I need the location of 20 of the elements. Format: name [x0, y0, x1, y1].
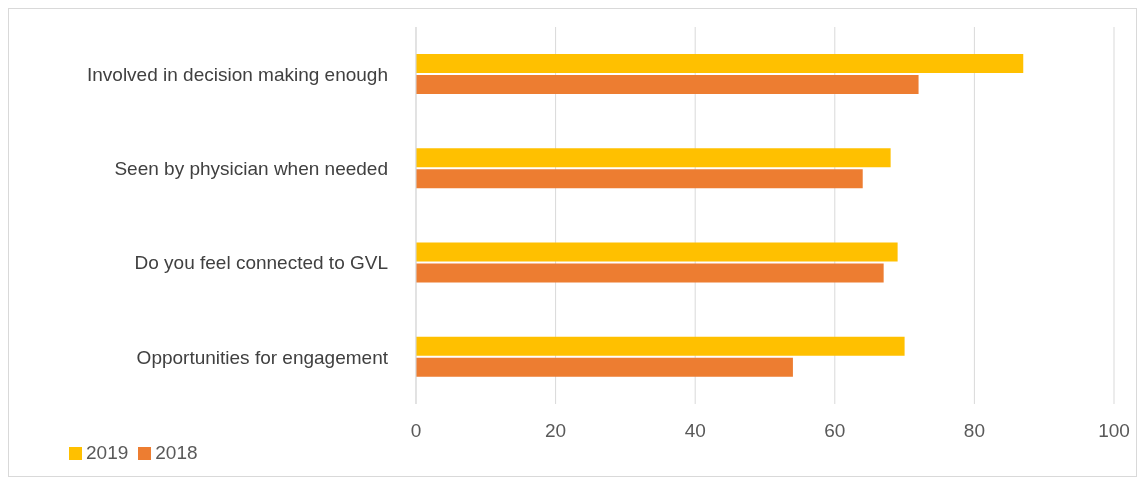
- y-tick-label: Involved in decision making enough: [86, 63, 388, 85]
- x-tick-label: 20: [545, 420, 567, 442]
- x-tick-label: 0: [410, 420, 422, 442]
- bar: [416, 357, 793, 377]
- bar: [416, 54, 1024, 73]
- bar: [416, 75, 919, 94]
- y-tick-label: Do you feel connected to GVL: [134, 252, 388, 274]
- legend-label: 2018: [155, 442, 198, 463]
- x-tick-label: 60: [824, 420, 846, 442]
- x-tick-label: 40: [684, 420, 706, 442]
- y-tick-label: Seen by physician when needed: [114, 158, 388, 180]
- bar: [416, 242, 898, 262]
- x-tick-label: 100: [1098, 420, 1130, 442]
- bar: [416, 148, 891, 168]
- x-tick-label: 80: [963, 420, 985, 442]
- y-tick-label: Opportunities for engagement: [136, 346, 389, 368]
- bar: [416, 263, 884, 283]
- bar: [416, 169, 863, 189]
- bar: [416, 336, 905, 356]
- legend-label: 2019: [86, 442, 129, 463]
